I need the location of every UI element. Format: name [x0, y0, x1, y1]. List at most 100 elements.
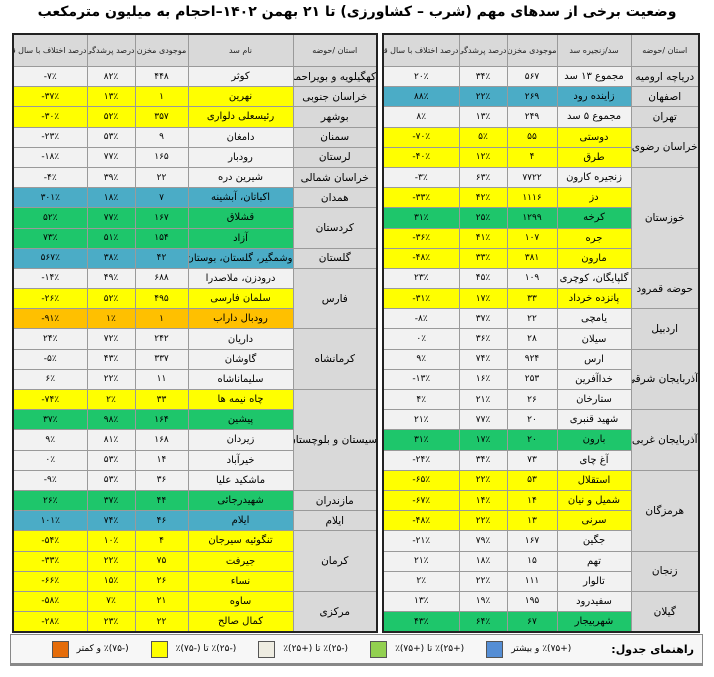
table-row: اصفهان زاینده رود ۲۶۹ ۲۲٪ ۸۸٪	[382, 86, 700, 108]
table-row: مرکزی ساوه ۲۱ ۷٪ -۵۸٪	[12, 590, 378, 633]
province-cell: دریاچه ارومیه	[630, 65, 700, 88]
dam-name-cell: سلیماناشاه	[187, 368, 294, 391]
table-row: کردستان قشلاق ۱۶۷ ۷۷٪ ۵۲٪	[12, 207, 378, 249]
table-row: ایلام ایلام ۴۶ ۷۴٪ ۱۰۱٪	[12, 510, 378, 532]
table-row: خراسان جنوبی نهرین ۱ ۱۳٪ -۳۷٪	[12, 86, 378, 108]
table-row: سمنان دامغان ۹ ۵۳٪ -۲۳٪	[12, 126, 378, 148]
dam-name-cell: شمیل و نیان	[556, 489, 632, 512]
table-row: خیرآباد ۱۴ ۵۳٪ ۰٪	[12, 449, 377, 471]
dam-name-cell: سلمان فارسی	[187, 288, 294, 310]
legend-item: (+۲۵)٪ تا (+۷۵)٪	[370, 640, 465, 658]
storage-cell: ۲۶	[134, 570, 189, 592]
legend-text: (+۲۵)٪ تا (+۷۵)٪	[395, 644, 465, 654]
storage-cell: ۲۰	[506, 409, 558, 431]
legend: راهنمای جدول: (+۷۵)٪ و بیشتر (+۲۵)٪ تا (…	[10, 634, 703, 666]
dam-name-cell: مارون	[556, 247, 632, 269]
storage-cell: ۳۸۱	[506, 247, 558, 269]
table-row: زنجان تهم ۱۵ ۱۸٪ ۲۱٪	[382, 550, 700, 592]
header-fill: درصد پرشدگی	[86, 33, 136, 67]
legend-text: (-۷۵)٪ و کمتر	[76, 644, 129, 654]
diff-percent-cell: -۶۶٪	[12, 570, 88, 592]
table-row: بوشهر رئیسعلی دلواری ۳۵۷ ۵۲٪ -۳۰٪	[12, 106, 378, 128]
storage-cell: ۱۴	[506, 489, 558, 512]
dam-name-cell: آزاد	[187, 227, 294, 249]
header-row: استان /حوضه نام سد موجودی مخزن درصد پرشد…	[12, 33, 378, 67]
storage-cell: ۹۲۴	[506, 348, 558, 370]
diff-percent-cell: -۳۶٪	[382, 227, 460, 249]
diff-percent-cell: ۹٪	[12, 429, 88, 451]
fill-percent-cell: ۲۲٪	[86, 550, 136, 572]
legend-swatch	[370, 640, 388, 658]
fill-percent-cell: ۱٪	[86, 308, 136, 330]
dam-name-cell: ستارخان	[556, 388, 632, 411]
storage-cell: ۱۶۴	[134, 409, 189, 431]
diff-percent-cell: ۲۰٪	[382, 65, 460, 88]
diff-percent-cell: -۴۰٪	[382, 146, 460, 168]
fill-percent-cell: ۲۲٪	[458, 469, 508, 491]
diff-percent-cell: ۲٪	[382, 570, 460, 592]
storage-cell: ۱۵	[506, 550, 558, 572]
diff-percent-cell: -۴٪	[12, 166, 88, 189]
storage-cell: ۱۰۹	[506, 267, 558, 290]
diff-percent-cell: -۳٪	[382, 166, 460, 189]
legend-item: (+۷۵)٪ و بیشتر	[486, 640, 572, 658]
table-row: مازندران شهیدرجائی ۴۴ ۳۷٪ ۲۶٪	[12, 489, 378, 512]
dam-name-cell: جره	[556, 227, 632, 249]
diff-percent-cell: ۹٪	[382, 348, 460, 370]
storage-cell: ۳۳۷	[134, 348, 189, 370]
dam-name-cell: رئیسعلی دلواری	[187, 106, 294, 128]
table-row: خراسان شمالی شیرین دره ۲۲ ۳۹٪ -۴٪	[12, 166, 378, 189]
dam-name-cell: سرنی	[556, 510, 632, 532]
diff-percent-cell: -۲۸٪	[12, 611, 88, 633]
province-cell: خراسان شمالی	[292, 166, 378, 189]
table-row: گیلان سفیدرود ۱۹۵ ۱۹٪ ۱۳٪	[382, 590, 700, 633]
legend-swatch	[258, 640, 276, 658]
diff-percent-cell: ۰٪	[12, 449, 88, 471]
diff-percent-cell: -۹٪	[12, 469, 88, 491]
province-cell: کرمانشاه	[292, 328, 378, 390]
storage-cell: ۴۲	[134, 247, 189, 269]
fill-percent-cell: ۳۹٪	[86, 166, 136, 189]
fill-percent-cell: ۲۱٪	[458, 388, 508, 411]
fill-percent-cell: ۷٪	[86, 590, 136, 613]
table-row: هرمزگان استقلال ۵۳ ۲۲٪ -۶۵٪	[382, 469, 700, 552]
fill-percent-cell: ۴۵٪	[458, 267, 508, 290]
storage-cell: ۱۹۵	[506, 590, 558, 613]
dam-name-cell: داریان	[187, 328, 294, 350]
storage-cell: ۴۹۵	[134, 288, 189, 310]
fill-percent-cell: ۴۳٪	[86, 348, 136, 370]
right-dam-table: استان /حوضه سد/زنجیره سد موجودی مخزن درص…	[382, 33, 700, 634]
dam-name-cell: دز	[556, 187, 632, 209]
dam-name-cell: گاوشان	[187, 348, 294, 370]
legend-text: (+۷۵)٪ و بیشتر	[511, 644, 572, 654]
diff-percent-cell: ۸٪	[382, 106, 460, 128]
diff-percent-cell: -۲۶٪	[12, 288, 88, 310]
diff-percent-cell: ۴۳٪	[382, 611, 460, 633]
fill-percent-cell: ۵٪	[458, 126, 508, 148]
diff-percent-cell: ۸۸٪	[382, 86, 460, 108]
table-row: همدان اکباتان، آبشینه ۷ ۱۸٪ ۳۰۱٪	[12, 187, 378, 209]
fill-percent-cell: ۵۳٪	[86, 469, 136, 491]
diff-percent-cell: -۶۷٪	[382, 489, 460, 512]
storage-cell: ۹	[134, 126, 189, 148]
storage-cell: ۵۵	[506, 126, 558, 148]
dam-name-cell: کوثر	[187, 65, 294, 88]
fill-percent-cell: ۸۱٪	[86, 429, 136, 451]
header-storage: موجودی مخزن	[506, 33, 558, 67]
storage-cell: ۲۶	[506, 388, 558, 411]
province-cell: سیستان و بلوچستان	[292, 389, 378, 491]
province-cell: خراسان رضوی	[630, 126, 700, 168]
fill-percent-cell: ۱۸٪	[86, 187, 136, 209]
province-cell: گلستان	[292, 247, 378, 269]
storage-cell: ۱۶۸	[134, 429, 189, 451]
storage-cell: ۱۶۷	[506, 530, 558, 552]
header-fill: درصد پرشدگی	[458, 33, 508, 67]
storage-cell: ۱	[134, 308, 189, 330]
dam-name-cell: ارس	[556, 348, 632, 370]
fill-percent-cell: ۵۱٪	[86, 227, 136, 249]
dam-name-cell: زاینده رود	[556, 86, 632, 108]
table-row: سلیماناشاه ۱۱ ۲۲٪ ۶٪	[12, 368, 377, 391]
diff-percent-cell: -۱۴٪	[12, 267, 88, 290]
storage-cell: ۱	[134, 86, 189, 108]
fill-percent-cell: ۱۲٪	[458, 146, 508, 168]
